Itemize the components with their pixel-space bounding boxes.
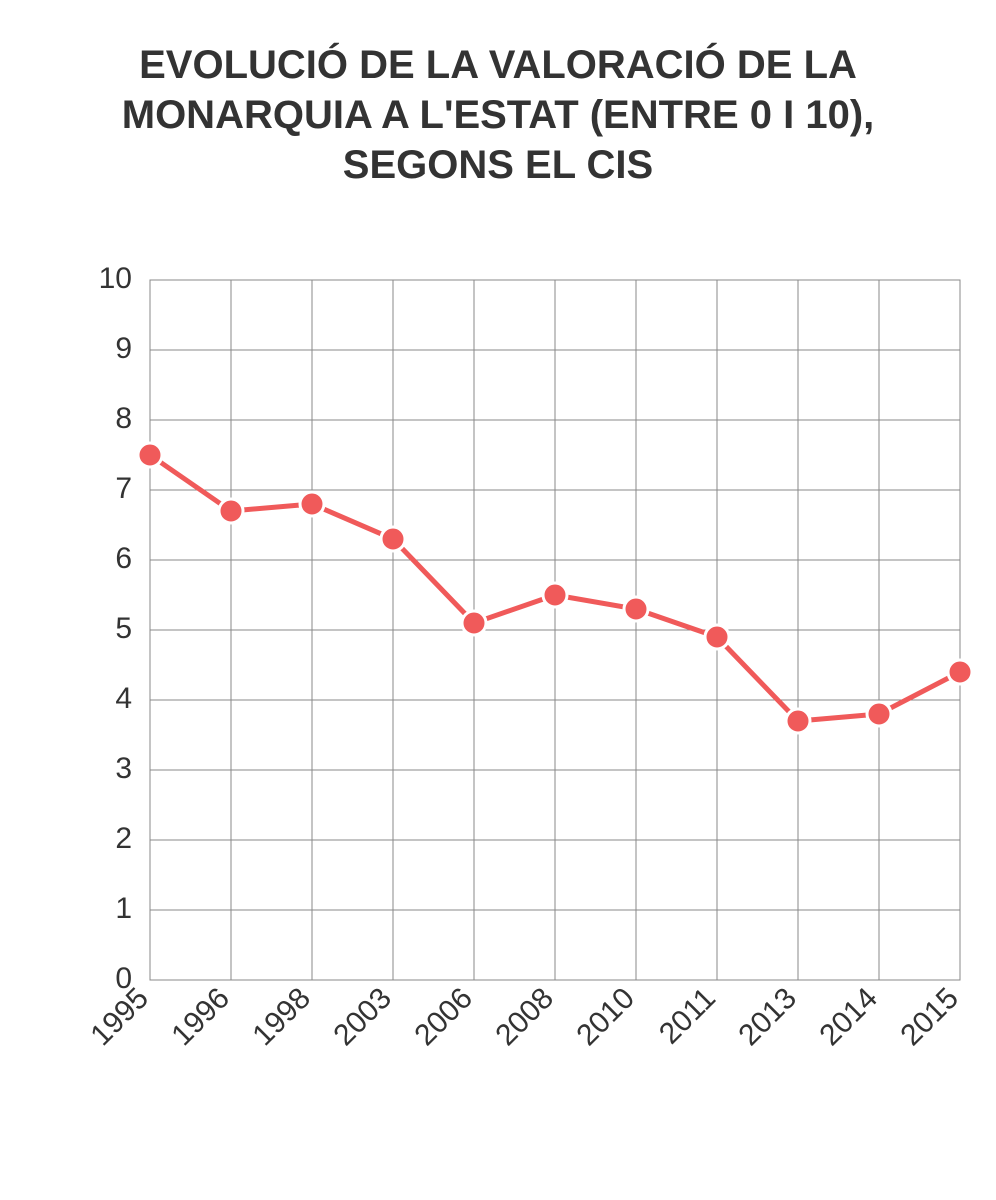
chart-title: EVOLUCIÓ DE LA VALORACIÓ DE LA MONARQUIA… [0,0,996,190]
y-tick-label: 9 [115,332,132,365]
data-point [381,527,405,551]
y-tick-label: 6 [115,542,132,575]
y-tick-label: 4 [115,682,132,715]
data-point [300,492,324,516]
x-tick-label: 2015 [894,982,965,1053]
x-tick-label: 2010 [570,982,641,1053]
data-point [462,611,486,635]
x-tick-label: 2006 [408,982,479,1053]
data-point [543,583,567,607]
chart-container: EVOLUCIÓ DE LA VALORACIÓ DE LA MONARQUIA… [0,0,996,1200]
x-tick-label: 2003 [327,982,398,1053]
y-tick-label: 10 [99,262,132,295]
x-tick-label: 1995 [84,982,155,1053]
x-tick-label: 2013 [732,982,803,1053]
data-point [138,443,162,467]
data-point [705,625,729,649]
x-tick-label: 2014 [813,982,884,1053]
data-point [867,702,891,726]
data-point [786,709,810,733]
x-tick-label: 1998 [246,982,317,1053]
y-tick-label: 1 [115,892,132,925]
data-point [624,597,648,621]
y-tick-label: 7 [115,472,132,505]
y-tick-label: 2 [115,822,132,855]
y-tick-label: 3 [115,752,132,785]
y-tick-label: 5 [115,612,132,645]
data-point [948,660,972,684]
x-tick-label: 2008 [489,982,560,1053]
data-point [219,499,243,523]
x-tick-label: 1996 [165,982,236,1053]
y-tick-label: 8 [115,402,132,435]
x-tick-label: 2011 [653,982,722,1051]
line-chart: 0123456789101995199619982003200620082010… [0,250,996,1150]
